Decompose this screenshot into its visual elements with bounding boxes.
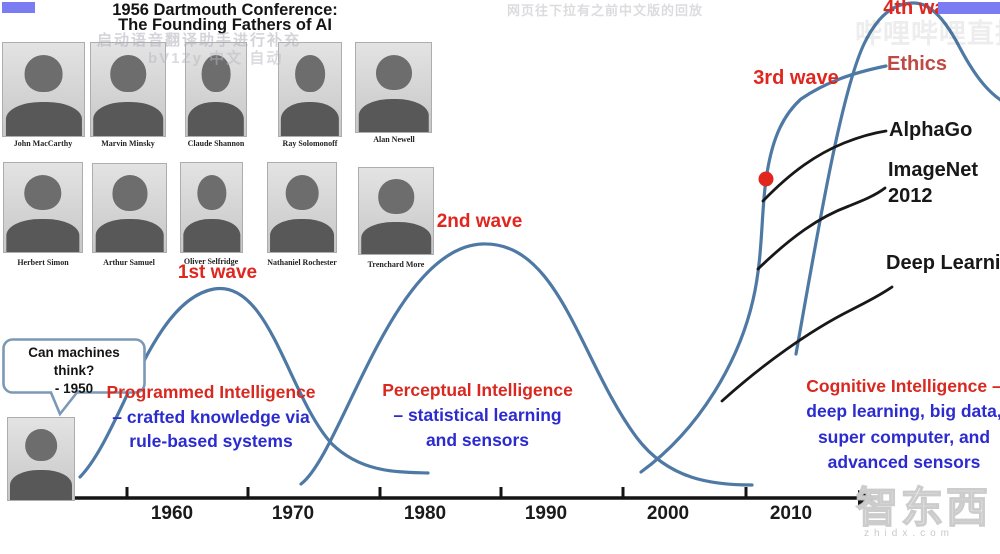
curve-deep-learning [720,285,894,403]
era-title: Cognitive Intelligence – [806,376,1000,396]
overlay-bar-top-right [938,2,1000,14]
silhouette-head [24,55,63,93]
timeline-ticks [125,487,748,498]
founder-name: John MacCarthy [13,139,73,148]
founder-name: Nathaniel Rochester [267,258,337,267]
era-desc-line: advanced sensors [827,451,981,472]
silhouette-torso [95,219,164,252]
silhouette-torso [182,219,241,252]
portrait-alan-turing [7,417,75,501]
silhouette-torso [187,101,245,136]
curve-alphago [761,129,888,203]
turing-quote-line2: - 1950 [54,381,94,396]
portrait-ray-solomonoff [278,42,342,137]
portrait-oliver-selfridge [180,162,243,253]
slide-title-line2: The Founding Fathers of AI [118,16,332,34]
silhouette-torso [280,101,340,136]
portrait-marvin-minsky [90,42,166,137]
era-desc-line: – crafted knowledge via [112,406,310,427]
era-title: Programmed Intelligence [106,382,316,402]
curve-fourth-wave [794,1,1000,356]
founder-name: Marvin Minsky [101,139,155,148]
portrait-herbert-simon [3,162,83,253]
silhouette-torso [6,219,80,252]
founder-name: Alan Newell [373,135,415,144]
axis-year-2000: 2000 [646,503,690,524]
founder-name: Herbert Simon [17,258,69,267]
portrait-trenchard-more [358,167,434,255]
label-alphago: AlphaGo [889,119,973,141]
era-desc-line: deep learning, big data, [806,401,1000,422]
silhouette-head [295,55,325,93]
slide-title: 1956 Dartmouth Conference: The Founding … [100,1,350,34]
axis-year-1970: 1970 [271,503,315,524]
silhouette-head [110,55,146,93]
watermark-top-banner: 网页往下拉有之前中文版的回放 [507,3,704,18]
silhouette-head [25,428,57,462]
watermark-bilibili-live-logo: 哔哩哔哩直播 [855,19,1000,49]
silhouette-torso [93,101,163,136]
era-desc-line: – statistical learning [393,405,562,425]
founder-name: Claude Shannon [187,139,245,148]
era-desc-line: super computer, and [817,426,991,447]
era-cognitive-intelligence: Cognitive Intelligence – deep learning, … [793,374,1000,475]
silhouette-head [196,174,227,211]
era-title: Perceptual Intelligence [382,380,573,400]
silhouette-head [201,55,231,93]
axis-year-1980: 1980 [403,503,447,524]
watermark-title-overlay-line1: 启动语音翻译助手进行补充 [97,32,302,49]
silhouette-head [24,174,62,211]
label-third-wave: 3rd wave [753,67,839,89]
portrait-arthur-samuel [92,163,167,253]
label-second-wave: 2nd wave [436,211,523,232]
silhouette-torso [270,219,334,252]
turing-quote: Can machines think? - 1950 [10,344,138,398]
overlay-bar-top-left [2,2,35,13]
era-programmed-intelligence: Programmed Intelligence – crafted knowle… [92,380,330,454]
silhouette-head [285,174,319,211]
era-desc-line: rule-based systems [129,431,293,451]
speech-bubble-tail-outline [49,389,80,417]
era-desc-line: and sensors [425,430,530,450]
silhouette-torso [9,469,73,500]
watermark-title-overlay-line2: bV1Zy 中文 自动 [148,50,284,67]
milestone-dot [758,171,774,187]
portrait-claude-shannon [185,42,247,137]
slide-title-line1: 1956 Dartmouth Conference: [112,1,338,19]
axis-year-1960: 1960 [150,503,194,524]
axis-year-1990: 1990 [524,503,568,524]
founder-name: Arthur Samuel [103,258,155,267]
founder-name: Oliver Selfridge [183,257,239,266]
watermark-zhidx-url: zhidx.com [864,528,955,539]
label-first-wave: 1st wave [177,262,258,283]
founder-name: Trenchard More [367,260,425,269]
portrait-john-maccarthy [2,42,85,137]
silhouette-head [111,175,148,211]
curve-third-wave [639,64,888,474]
curve-imagenet [756,186,887,271]
axis-year-2010: 2010 [769,503,813,524]
silhouette-torso [358,99,429,132]
silhouette-torso [361,222,431,254]
curve-second-wave [299,242,754,487]
watermark-zhidx-logo: 智东西 [855,483,992,532]
portrait-nathaniel-rochester [267,162,337,253]
silhouette-torso [5,101,82,136]
label-imagenet-year: 2012 [888,185,933,207]
label-ethics: Ethics [887,53,948,75]
silhouette-head [375,54,412,91]
label-imagenet: ImageNet [888,159,979,181]
silhouette-head [378,179,414,214]
timeline-arrowhead [858,490,877,506]
era-perceptual-intelligence: Perceptual Intelligence – statistical le… [360,378,595,453]
label-deep-learning: Deep Learning [886,252,1000,274]
founder-name: Ray Solomonoff [282,139,338,148]
portrait-alan-newell [355,42,432,133]
turing-quote-line1: Can machines think? [28,345,120,378]
